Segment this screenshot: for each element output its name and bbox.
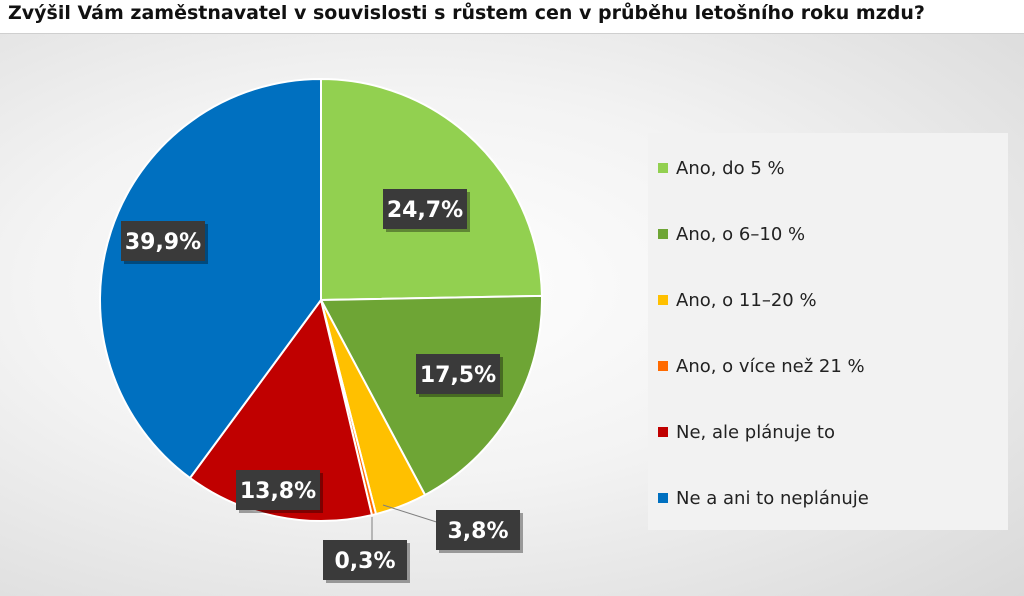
legend-item: Ne, ale plánuje to	[658, 417, 835, 447]
data-label-5: 13,8%	[236, 470, 323, 513]
pie-slice-6	[99, 77, 322, 480]
legend-item: Ne a ani to neplánuje	[658, 483, 869, 513]
data-label-text: 17,5%	[420, 363, 496, 388]
legend-label: Ne a ani to neplánuje	[676, 487, 869, 509]
data-label-3: 3,8%	[436, 510, 523, 553]
data-label-2: 17,5%	[416, 354, 503, 397]
pie-slice-5	[188, 297, 374, 522]
chart-title: Zvýšil Vám zaměstnavatel v souvislosti s…	[8, 2, 925, 24]
legend-item: Ano, o 6–10 %	[658, 219, 805, 249]
legend-swatch	[658, 229, 668, 239]
legend-swatch	[658, 295, 668, 305]
legend-item: Ano, o 11–20 %	[658, 285, 817, 315]
data-label-text: 13,8%	[240, 479, 316, 504]
data-label-text: 0,3%	[334, 549, 395, 574]
legend-label: Ano, o 11–20 %	[676, 289, 817, 311]
legend: Ano, do 5 % Ano, o 6–10 % Ano, o 11–20 % An…	[648, 133, 1008, 530]
legend-label: Ano, o 6–10 %	[676, 223, 806, 245]
legend-label: Ano, do 5 %	[676, 157, 785, 179]
data-label-text: 39,9%	[125, 230, 201, 255]
pie-slice-2	[319, 294, 543, 497]
data-label-text: 3,8%	[447, 519, 508, 544]
leader-line-3	[382, 504, 447, 526]
legend-swatch	[658, 427, 668, 437]
legend-item: Ano, do 5 %	[658, 153, 785, 183]
legend-item: Ano, o více než 21 %	[658, 351, 865, 381]
data-label-1: 24,7%	[383, 189, 470, 232]
data-label-4: 0,3%	[323, 540, 410, 583]
data-label-6: 39,9%	[121, 221, 208, 264]
legend-swatch	[658, 163, 668, 173]
legend-label: Ne, ale plánuje to	[676, 421, 835, 443]
data-label-text: 24,7%	[387, 198, 463, 223]
legend-label: Ano, o více než 21 %	[676, 355, 865, 377]
legend-swatch	[658, 361, 668, 371]
title-divider	[0, 33, 1024, 34]
legend-swatch	[658, 493, 668, 503]
